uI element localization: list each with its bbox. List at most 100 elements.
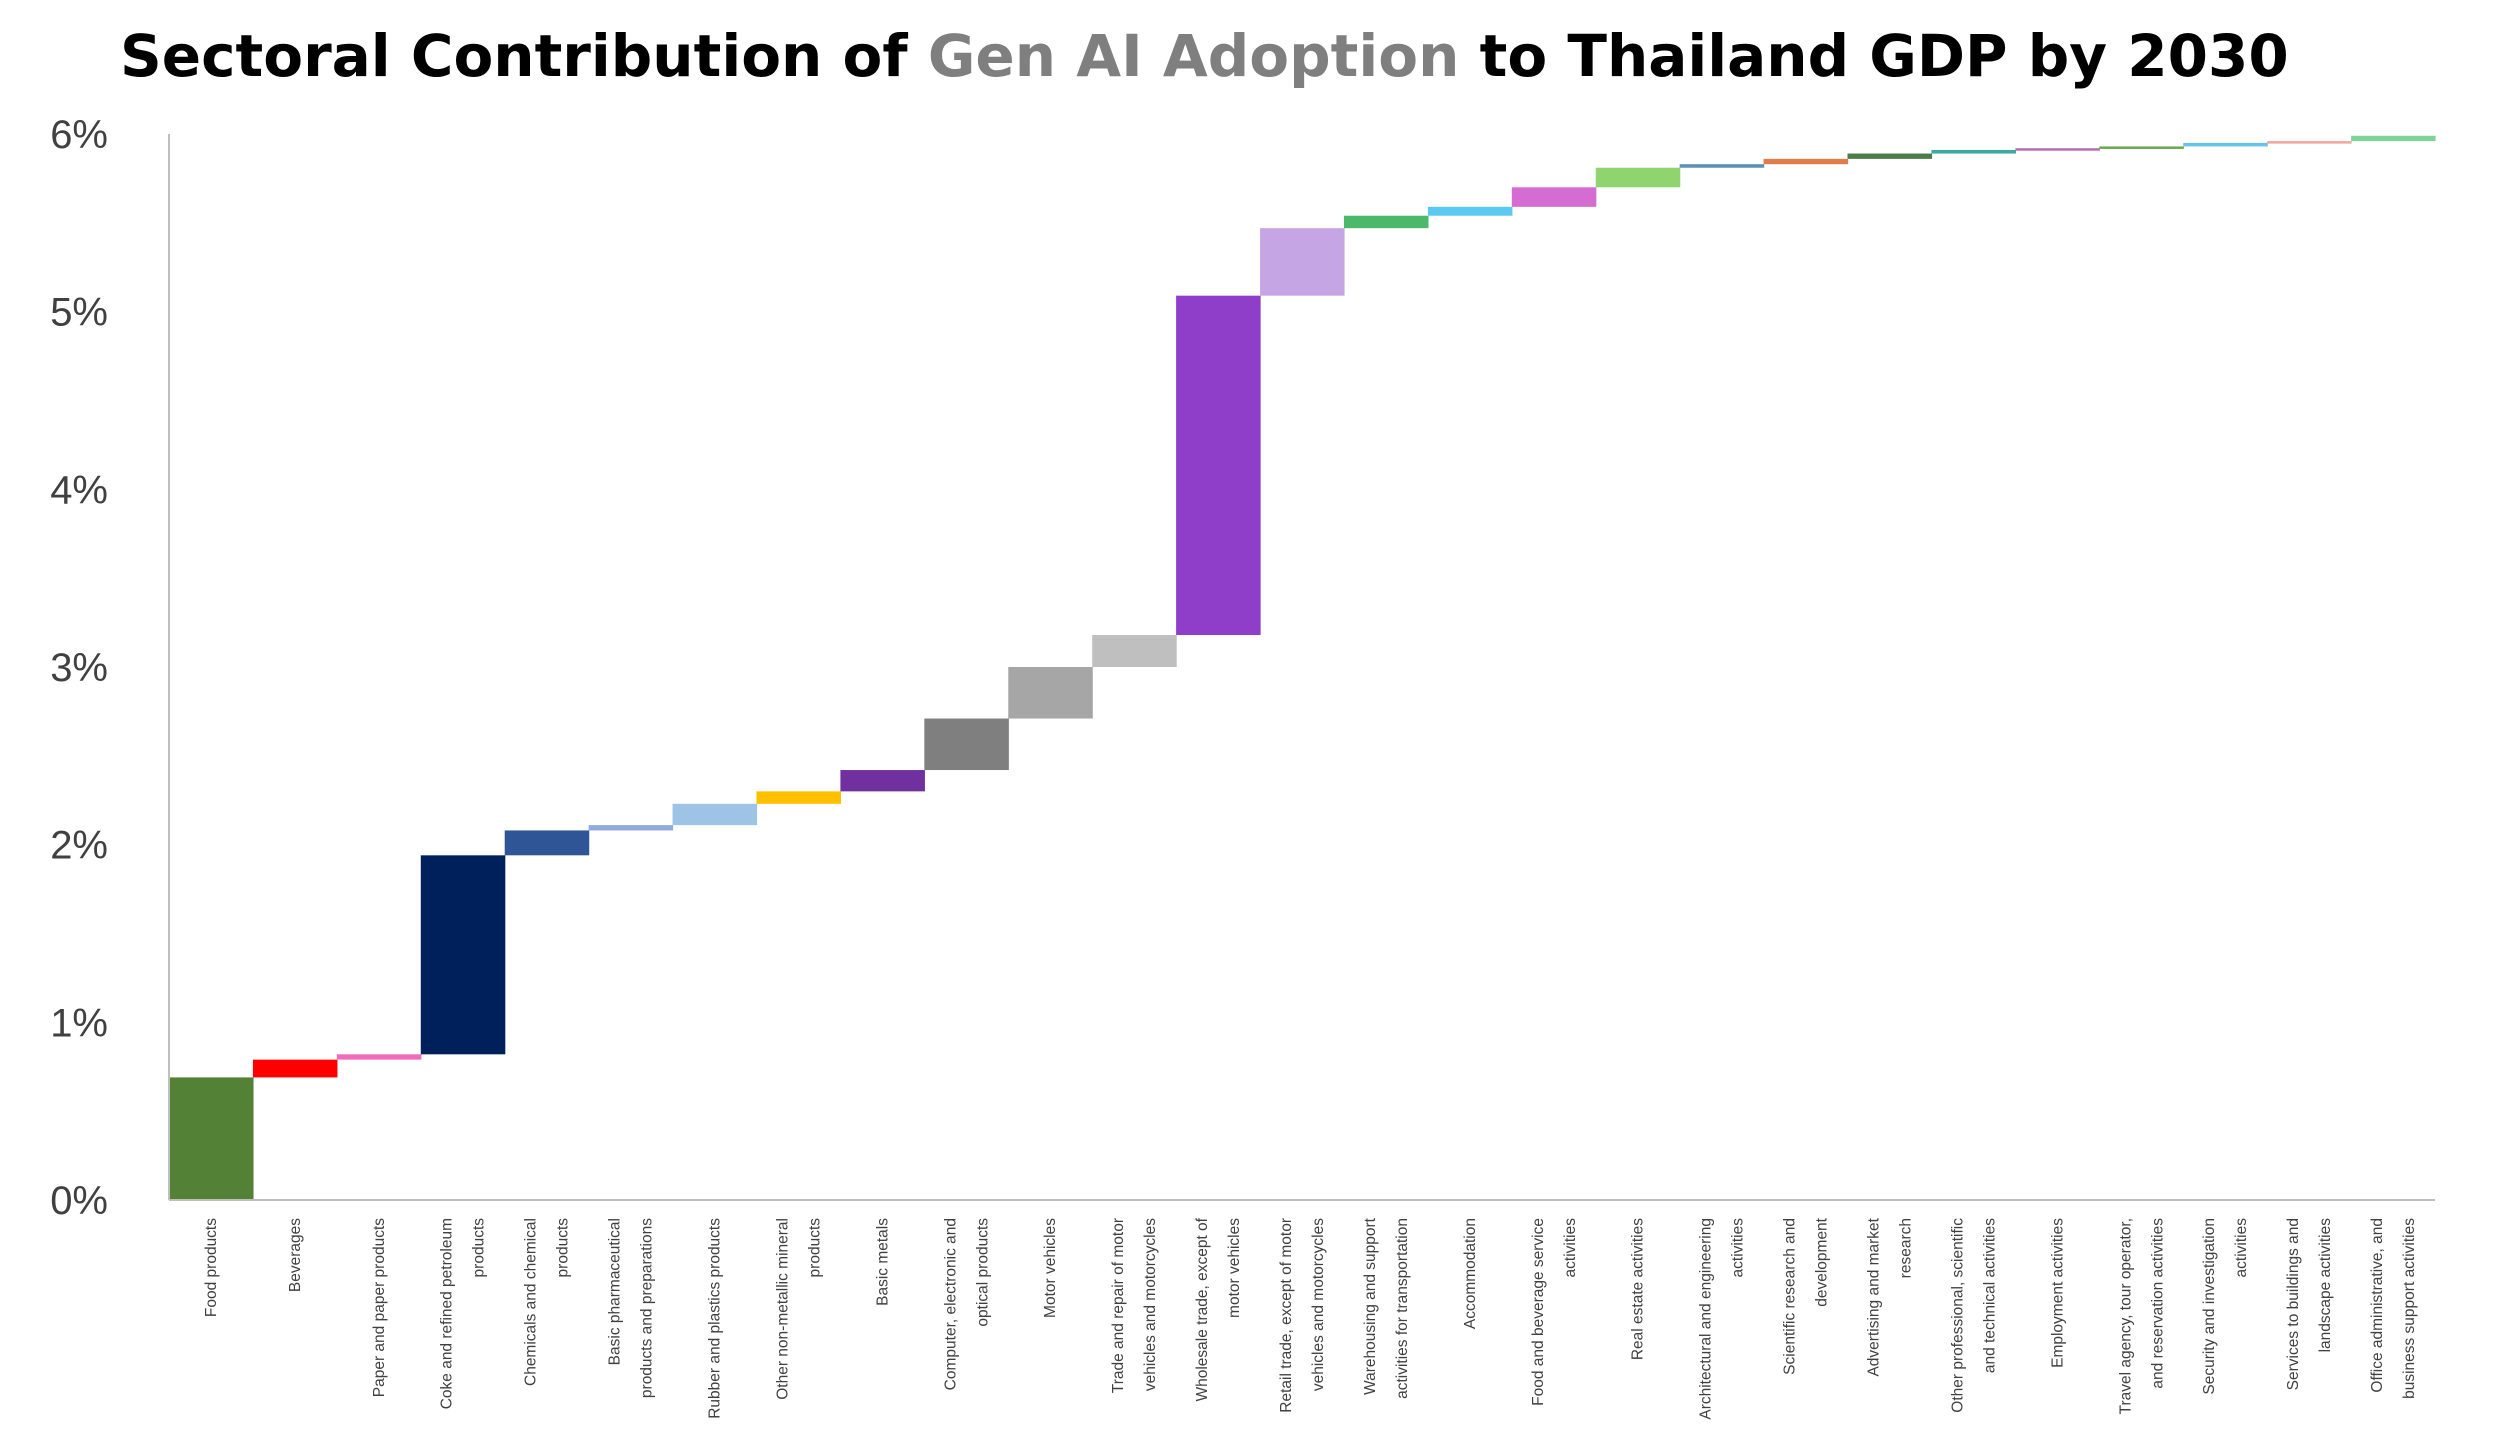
waterfall-bar	[840, 770, 925, 792]
x-category-line: landscape activities	[2317, 1218, 2334, 1353]
x-category-line: Warehousing and support	[1362, 1217, 1379, 1395]
x-category-label: Real estate activities	[1630, 1218, 1647, 1360]
x-category-line: activities	[2233, 1218, 2250, 1278]
x-category-text: Computer, electronic and optical products	[942, 1218, 991, 1391]
x-category-line: Security and investigation	[2201, 1218, 2218, 1395]
waterfall-bar	[1176, 295, 1261, 636]
x-category-label: Trade and repair of motor vehicles and mo…	[1110, 1218, 1159, 1393]
x-category-text: Basic pharmaceutical products and prepara…	[607, 1218, 656, 1398]
x-category-line: and reservation activities	[2149, 1218, 2166, 1389]
x-category-line: Employment activities	[2049, 1218, 2066, 1368]
x-category-line: Food products	[203, 1218, 220, 1317]
waterfall-bar	[1763, 158, 1849, 165]
waterfall-bar	[420, 855, 506, 1055]
x-category-text: Accommodation	[1462, 1218, 1479, 1329]
waterfall-bar	[336, 1054, 422, 1060]
x-category-text: Travel agency, tour operator, and reserva…	[2117, 1218, 2166, 1415]
waterfall-bars	[169, 135, 2436, 1200]
x-category-label: Computer, electronic and optical products	[942, 1218, 991, 1391]
waterfall-bar	[1008, 667, 1093, 719]
x-category-line: activities	[1730, 1218, 1747, 1278]
x-category-label: Wholesale trade, except of motor vehicles	[1194, 1217, 1243, 1401]
x-category-line: Advertising and market	[1865, 1217, 1882, 1376]
waterfall-bar	[1427, 206, 1513, 216]
x-category-label: Basic pharmaceutical products and prepara…	[607, 1218, 656, 1398]
x-category-text: Chemicals and chemical products	[523, 1218, 572, 1386]
waterfall-bar	[1511, 187, 1597, 207]
x-category-line: Scientific research and	[1782, 1218, 1799, 1375]
x-category-line: research	[1897, 1218, 1914, 1278]
x-category-line: Accommodation	[1462, 1218, 1479, 1329]
x-category-text: Architectural and engineering activities	[1698, 1218, 1747, 1420]
y-tick-label: 1%	[50, 1001, 108, 1045]
x-category-text: Motor vehicles	[1042, 1218, 1059, 1318]
x-category-text: Employment activities	[2049, 1218, 2066, 1368]
x-category-label: Coke and refined petroleum products	[439, 1218, 488, 1410]
x-category-line: vehicles and motorcycles	[1142, 1218, 1159, 1391]
x-category-text: Wholesale trade, except of motor vehicles	[1194, 1217, 1243, 1401]
waterfall-bar	[672, 803, 758, 826]
waterfall-bar	[1343, 215, 1429, 229]
y-tick-label: 3%	[50, 646, 108, 690]
waterfall-bar	[2183, 142, 2268, 147]
x-category-text: Security and investigation activities	[2201, 1218, 2250, 1395]
y-tick-label: 5%	[50, 291, 108, 335]
x-category-text: Food products	[203, 1218, 220, 1317]
x-category-label: Basic metals	[874, 1218, 891, 1306]
x-category-line: Retail trade, except of motor	[1278, 1218, 1295, 1413]
x-category-line: Other non-metallic mineral	[774, 1218, 791, 1400]
x-category-line: Architectural and engineering	[1698, 1218, 1715, 1420]
x-category-line: products	[471, 1218, 488, 1278]
y-tick-label: 4%	[50, 468, 108, 512]
waterfall-bar	[1260, 228, 1345, 296]
x-category-text: Beverages	[287, 1218, 304, 1292]
x-category-label: Travel agency, tour operator, and reserva…	[2117, 1218, 2166, 1415]
title-prefix: Sectoral Contribution of	[120, 22, 928, 90]
waterfall-bar	[1847, 153, 1933, 159]
x-category-line: Computer, electronic and	[942, 1218, 959, 1390]
x-category-label: Beverages	[287, 1218, 304, 1292]
x-category-label: Retail trade, except of motor vehicles an…	[1278, 1218, 1327, 1413]
x-category-line: Paper and paper products	[371, 1218, 388, 1397]
x-category-text: Office administrative, and business suppo…	[2369, 1218, 2418, 1399]
x-category-text: Warehousing and support activities for tr…	[1362, 1217, 1411, 1399]
x-axis-labels: Food products Beverages Paper and paper pr…	[203, 1217, 2418, 1419]
y-axis-ticks: 0% 1% 2% 3% 4% 5% 6%	[50, 113, 108, 1223]
x-category-label: Advertising and market research	[1865, 1217, 1914, 1376]
waterfall-bar	[2015, 148, 2100, 151]
waterfall-bar	[2099, 146, 2184, 149]
x-category-label: Food products	[203, 1218, 220, 1317]
x-category-label: Scientific research and development	[1782, 1217, 1831, 1374]
title-highlight: Gen AI Adoption	[927, 22, 1460, 90]
x-category-text: Other professional, scientific and techni…	[1949, 1218, 1998, 1413]
x-category-text: Rubber and plastics products	[707, 1218, 724, 1419]
x-category-line: products	[806, 1218, 823, 1278]
x-category-line: Trade and repair of motor	[1110, 1218, 1127, 1393]
x-category-label: Food and beverage service activities	[1530, 1218, 1579, 1406]
x-category-line: Real estate activities	[1630, 1218, 1647, 1360]
waterfall-bar	[2351, 135, 2436, 142]
x-category-text: Trade and repair of motor vehicles and mo…	[1110, 1218, 1159, 1393]
waterfall-bar	[1595, 167, 1681, 188]
waterfall-bar	[504, 830, 590, 856]
x-category-line: products and preparations	[639, 1218, 656, 1398]
title-suffix: to Thailand GDP by 2030	[1459, 22, 2289, 90]
waterfall-bar	[252, 1059, 338, 1078]
x-category-text: Real estate activities	[1630, 1218, 1647, 1360]
x-category-line: Beverages	[287, 1218, 304, 1292]
x-category-line: Services to buildings and	[2285, 1218, 2302, 1390]
x-category-text: Retail trade, except of motor vehicles an…	[1278, 1218, 1327, 1413]
x-category-line: Basic metals	[874, 1218, 891, 1306]
x-category-label: Motor vehicles	[1042, 1218, 1059, 1318]
x-category-line: Rubber and plastics products	[707, 1218, 724, 1419]
x-category-line: activities for transportation	[1394, 1218, 1411, 1399]
x-category-label: Warehousing and support activities for tr…	[1362, 1217, 1411, 1399]
x-category-line: motor vehicles	[1226, 1218, 1243, 1318]
x-category-label: Chemicals and chemical products	[523, 1218, 572, 1386]
x-category-line: Travel agency, tour operator,	[2117, 1218, 2134, 1414]
waterfall-bar	[924, 718, 1009, 771]
x-category-label: Employment activities	[2049, 1218, 2066, 1368]
x-category-label: Rubber and plastics products	[707, 1218, 724, 1419]
x-category-text: Food and beverage service activities	[1530, 1218, 1579, 1406]
